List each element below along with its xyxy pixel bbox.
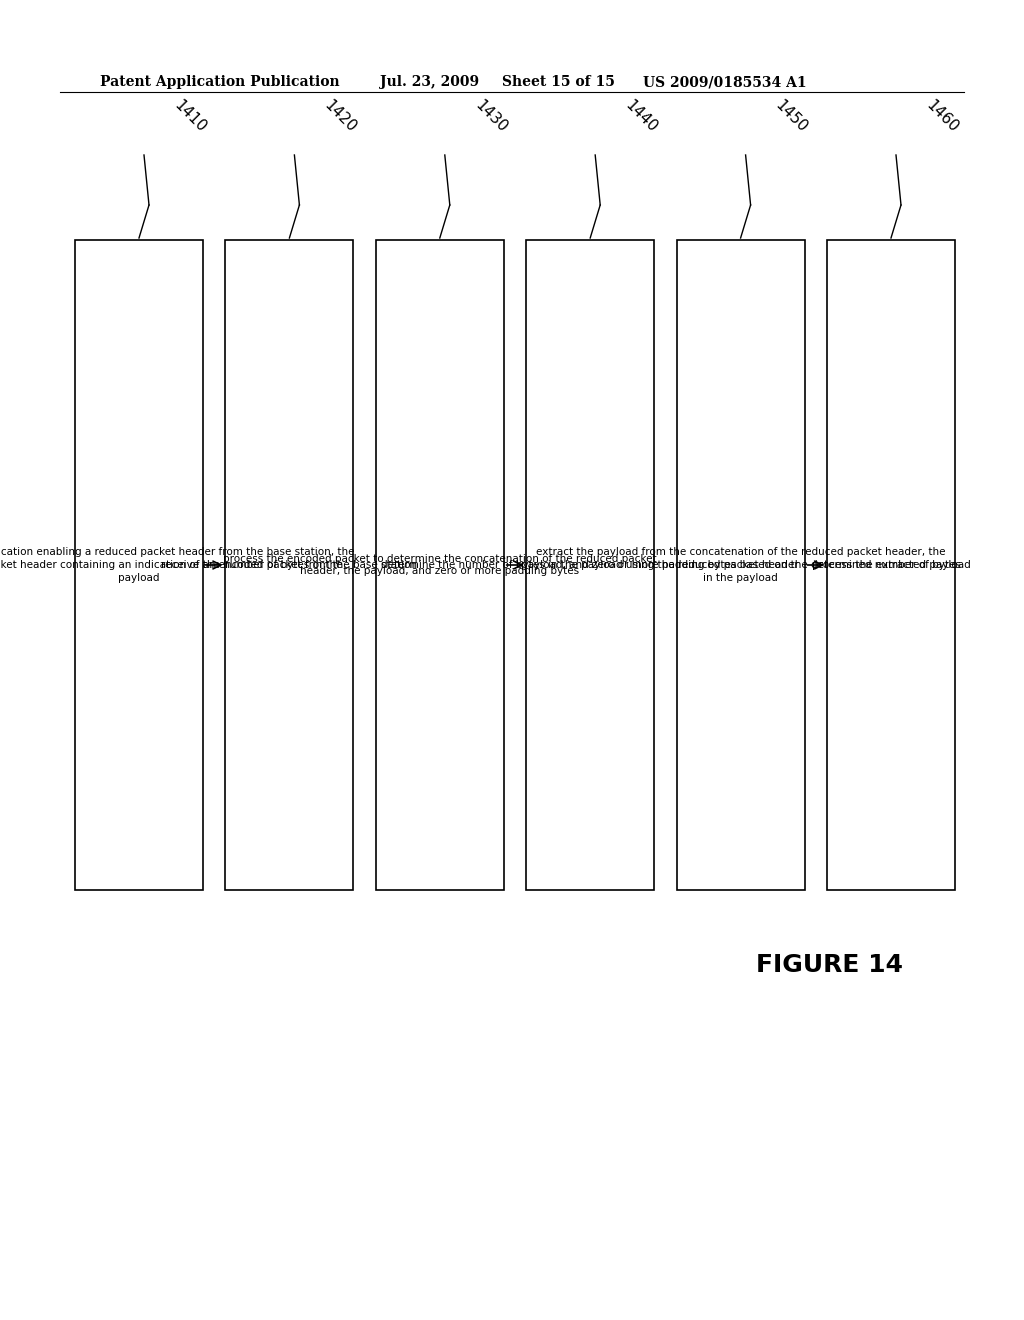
Text: US 2009/0185534 A1: US 2009/0185534 A1 xyxy=(643,75,807,88)
Bar xyxy=(225,240,353,890)
Text: determine the number of bytes in the payload using the reduced packet header: determine the number of bytes in the pay… xyxy=(381,560,799,570)
Text: receive an indication enabling a reduced packet header from the base station, th: receive an indication enabling a reduced… xyxy=(0,548,354,583)
Bar xyxy=(677,240,805,890)
Text: Patent Application Publication: Patent Application Publication xyxy=(100,75,340,88)
Text: process the encoded packet to determine the concatenation of the reduced packet
: process the encoded packet to determine … xyxy=(223,553,656,577)
Text: 1450: 1450 xyxy=(772,98,810,135)
Bar xyxy=(526,240,654,890)
Text: 1410: 1410 xyxy=(171,98,209,135)
Text: extract the payload from the concatenation of the reduced packet header, the
pay: extract the payload from the concatenati… xyxy=(520,548,961,583)
Bar xyxy=(827,240,955,890)
Text: Jul. 23, 2009: Jul. 23, 2009 xyxy=(380,75,479,88)
Text: FIGURE 14: FIGURE 14 xyxy=(757,953,903,977)
Text: 1420: 1420 xyxy=(322,98,359,135)
Text: Sheet 15 of 15: Sheet 15 of 15 xyxy=(502,75,614,88)
Text: 1430: 1430 xyxy=(472,98,510,135)
Text: receive an encoded packet from the base station: receive an encoded packet from the base … xyxy=(162,560,418,570)
Text: 1460: 1460 xyxy=(923,98,961,135)
Bar xyxy=(376,240,504,890)
Text: process the extracted payload: process the extracted payload xyxy=(812,560,971,570)
Bar xyxy=(75,240,203,890)
Text: 1440: 1440 xyxy=(623,98,660,135)
